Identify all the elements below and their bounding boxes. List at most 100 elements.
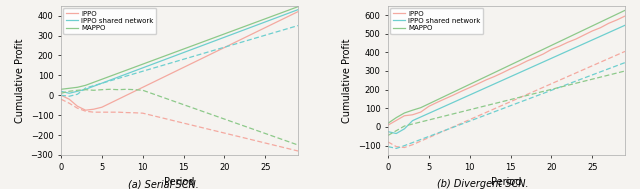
MAPPO (442, 95, 449, 97)
IPPO shared network (123, 73, 131, 75)
IPPO shared network (139, 67, 147, 69)
MAPPO (163, 54, 171, 56)
IPPO (425, 105, 433, 107)
MAPPO (286, 9, 294, 11)
IPPO shared network (596, 35, 604, 37)
IPPO shared network (392, 132, 400, 135)
IPPO shared network (106, 79, 114, 81)
IPPO (515, 64, 523, 66)
IPPO shared network (613, 28, 621, 30)
IPPO shared network (433, 108, 441, 111)
IPPO (580, 34, 588, 36)
IPPO (294, 11, 302, 13)
Line: MAPPO: MAPPO (61, 7, 298, 89)
Y-axis label: Cumulative Profit: Cumulative Profit (15, 38, 25, 123)
Line: IPPO shared network: IPPO shared network (61, 10, 298, 93)
MAPPO (269, 15, 277, 17)
IPPO shared network (556, 53, 563, 56)
MAPPO (115, 72, 122, 74)
MAPPO (392, 116, 400, 119)
MAPPO (417, 107, 424, 109)
MAPPO (515, 60, 523, 62)
IPPO shared network (466, 94, 474, 96)
IPPO shared network (449, 101, 457, 103)
X-axis label: Period: Period (164, 177, 195, 187)
IPPO (556, 45, 563, 47)
Line: IPPO shared network: IPPO shared network (388, 25, 625, 133)
MAPPO (548, 44, 556, 46)
IPPO shared network (156, 61, 163, 63)
IPPO (507, 68, 515, 70)
IPPO shared network (163, 57, 171, 60)
IPPO (588, 30, 596, 32)
IPPO (262, 26, 269, 29)
MAPPO (156, 57, 163, 59)
IPPO (433, 101, 441, 104)
MAPPO (294, 5, 302, 8)
IPPO shared network (531, 64, 539, 67)
IPPO shared network (621, 24, 629, 26)
MAPPO (490, 71, 498, 74)
MAPPO (384, 122, 392, 124)
IPPO (483, 79, 490, 81)
IPPO (605, 22, 612, 24)
IPPO shared network (548, 57, 556, 59)
MAPPO (147, 60, 155, 62)
IPPO (442, 98, 449, 100)
IPPO shared network (172, 54, 179, 57)
IPPO (401, 115, 408, 117)
IPPO (65, 98, 73, 100)
IPPO shared network (245, 27, 253, 29)
MAPPO (106, 75, 114, 77)
IPPO shared network (237, 30, 244, 32)
MAPPO (123, 69, 131, 71)
IPPO shared network (90, 85, 97, 87)
IPPO (384, 124, 392, 126)
IPPO (523, 60, 531, 62)
Legend: IPPO, IPPO shared network, MAPPO: IPPO, IPPO shared network, MAPPO (390, 8, 483, 34)
IPPO (156, 78, 163, 81)
MAPPO (564, 36, 572, 39)
IPPO shared network (605, 32, 612, 34)
IPPO (540, 53, 547, 55)
Text: (a) Serial SCN.: (a) Serial SCN. (128, 179, 198, 189)
IPPO shared network (417, 116, 424, 118)
MAPPO (90, 81, 97, 83)
IPPO (90, 108, 97, 110)
Text: (b) Divergent SCN.: (b) Divergent SCN. (437, 179, 529, 189)
MAPPO (425, 103, 433, 105)
MAPPO (556, 40, 563, 43)
MAPPO (474, 79, 482, 82)
IPPO (196, 58, 204, 60)
IPPO shared network (580, 43, 588, 45)
MAPPO (221, 33, 228, 35)
IPPO (212, 50, 220, 53)
MAPPO (229, 30, 237, 32)
IPPO shared network (196, 45, 204, 48)
IPPO shared network (204, 42, 212, 44)
IPPO (123, 94, 131, 96)
IPPO shared network (499, 79, 506, 81)
IPPO (147, 82, 155, 84)
MAPPO (131, 66, 138, 68)
IPPO shared network (425, 112, 433, 115)
IPPO shared network (221, 36, 228, 38)
MAPPO (483, 75, 490, 78)
MAPPO (98, 78, 106, 80)
IPPO shared network (564, 50, 572, 52)
IPPO shared network (507, 75, 515, 78)
MAPPO (605, 17, 612, 19)
MAPPO (458, 87, 465, 89)
MAPPO (172, 51, 179, 53)
IPPO shared network (474, 90, 482, 92)
IPPO (466, 86, 474, 89)
IPPO (131, 90, 138, 92)
IPPO shared network (147, 64, 155, 66)
Line: IPPO: IPPO (61, 12, 298, 110)
IPPO shared network (572, 46, 580, 48)
IPPO shared network (384, 131, 392, 133)
MAPPO (57, 88, 65, 90)
IPPO shared network (401, 128, 408, 130)
IPPO (490, 75, 498, 78)
IPPO shared network (286, 12, 294, 14)
